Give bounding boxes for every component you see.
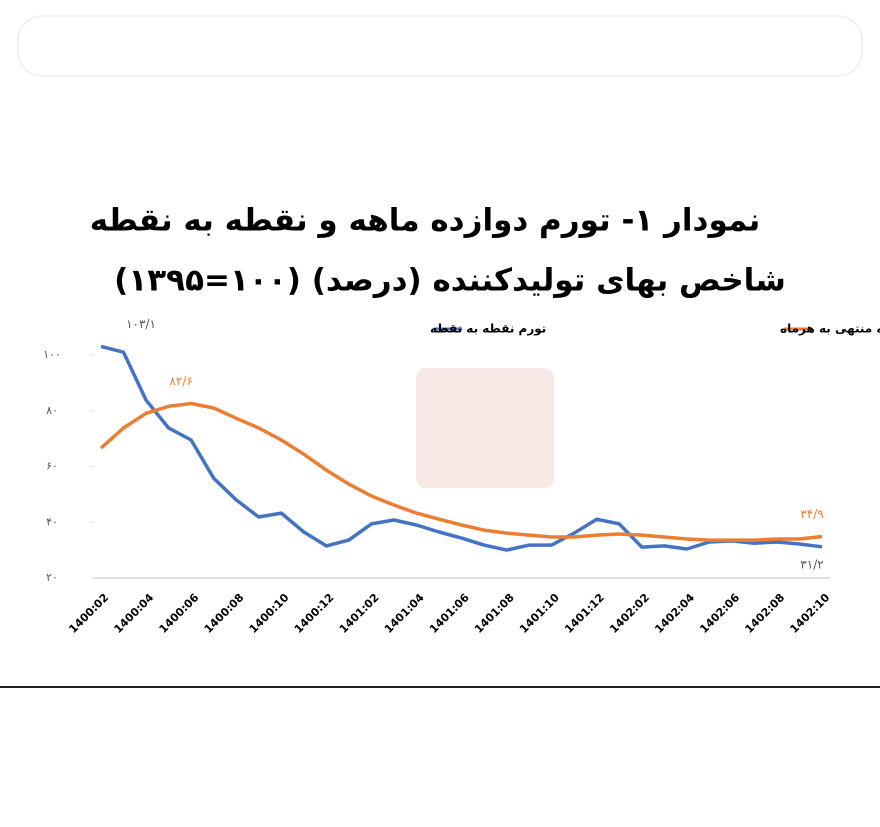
legend-label: تورم دوازده ماهه منتهی به هرماه [780, 322, 880, 337]
x-tick-label: 1401:06 [427, 591, 472, 636]
value-label: ۳۱/۲ [800, 557, 823, 571]
series-line [99, 401, 823, 542]
value-label: ۱۰۳/۱ [126, 317, 156, 331]
y-tick-label: ۲۰ [46, 571, 58, 584]
card-edge [17, 15, 863, 77]
x-tick-label: 1400:12 [292, 591, 337, 636]
value-label: ۳۴/۹ [800, 507, 823, 521]
series-line [100, 344, 823, 552]
x-tick-label: 1401:08 [472, 591, 517, 636]
watermark [416, 368, 554, 488]
x-tick-label: 1402:08 [742, 591, 787, 636]
x-tick-label: 1402:02 [607, 591, 652, 636]
chart-title: نمودار ۱- تورم دوازده ماهه و نقطه به نقط… [90, 203, 761, 239]
x-tick-label: 1402:10 [787, 591, 832, 636]
x-tick-label: 1400:06 [157, 591, 202, 636]
chart-subtitle: شاخص بهای تولیدکننده (درصد) (۱۰۰=۱۳۹۵) [114, 263, 786, 299]
value-label: ۸۲/۶ [169, 374, 192, 388]
x-tick-label: 1400:10 [247, 591, 292, 636]
y-tick-label: ۶۰ [46, 460, 58, 473]
y-tick-label: ۴۰ [46, 515, 58, 528]
x-tick-label: 1402:04 [652, 591, 697, 636]
x-tick-label: 1401:12 [562, 591, 607, 636]
x-tick-label: 1401:10 [517, 591, 562, 636]
x-tick-label: 1401:02 [337, 591, 382, 636]
x-tick-label: 1400:04 [112, 591, 157, 636]
y-tick-label: ۱۰۰ [43, 348, 61, 361]
legend-label: تورم نقطه به نقطه [430, 322, 546, 337]
x-tick-label: 1401:04 [382, 591, 427, 636]
y-tick-label: ۸۰ [46, 404, 58, 417]
x-tick-label: 1400:08 [202, 591, 247, 636]
x-tick-label: 1400:02 [66, 591, 111, 636]
x-tick-label: 1402:06 [697, 591, 742, 636]
